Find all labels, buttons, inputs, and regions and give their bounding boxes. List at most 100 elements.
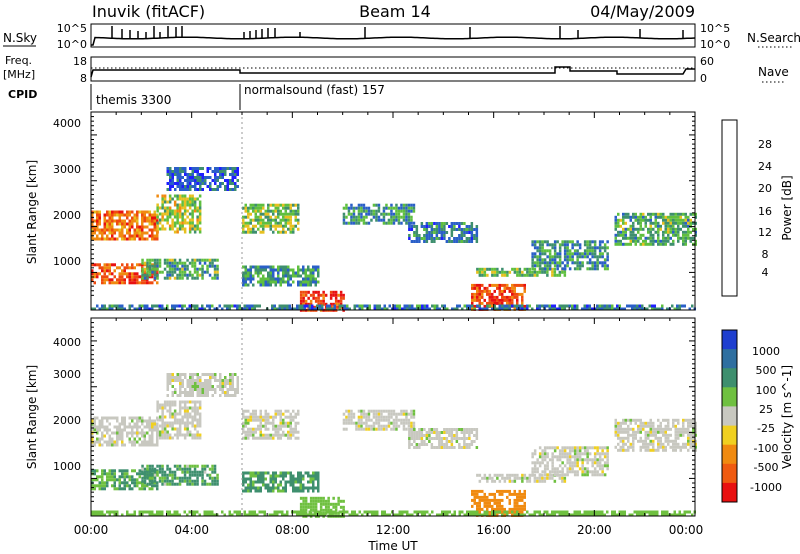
- vel-cell-13: [672, 448, 675, 452]
- vel-cell-6: [242, 489, 245, 493]
- vel-cell-1: [128, 478, 131, 482]
- power-cell-3: [179, 179, 182, 182]
- power-cell-10: [493, 289, 496, 293]
- power-cbar-label: Power [dB]: [780, 175, 794, 240]
- power-cell-1: [98, 263, 101, 267]
- power-colorbar-frame: [721, 119, 738, 297]
- power-cell-10: [488, 283, 491, 287]
- power-cell-5: [242, 218, 245, 222]
- power-cell-9: [440, 228, 444, 231]
- vel-cell-12: [553, 449, 557, 453]
- power-cell-14: [343, 307, 346, 311]
- power-cell-8: [352, 221, 356, 225]
- vel-cell-12: [546, 446, 549, 450]
- power-cell-13: [622, 236, 625, 240]
- vel-cell-4: [171, 479, 174, 483]
- power-cell-5: [292, 203, 295, 207]
- power-cell-6: [294, 274, 297, 278]
- vel-cell-4: [141, 479, 144, 483]
- vel-cell-7: [302, 496, 305, 500]
- power-cell-13: [687, 233, 690, 237]
- power-cell-10: [486, 301, 489, 305]
- vel-cell-10: [511, 492, 514, 496]
- vel-cell-12: [566, 455, 569, 459]
- power-cell-0: [101, 228, 104, 232]
- power-cell-5: [249, 218, 252, 222]
- vel-cell-10: [486, 498, 489, 502]
- power-cell-14: [551, 304, 554, 308]
- power-cell-5: [254, 209, 257, 213]
- power-cell-5: [284, 212, 287, 216]
- power-cell-8: [407, 215, 411, 219]
- power-cell-0: [153, 228, 156, 232]
- vel-cell-2: [166, 430, 169, 434]
- vel-cell-6: [292, 483, 295, 487]
- power-cell-6: [304, 271, 307, 275]
- power-cell-9: [460, 237, 464, 240]
- vel-cell-2: [168, 406, 172, 410]
- vel-cell-2: [176, 433, 179, 437]
- vel-cell-13: [622, 448, 625, 452]
- vel-cell-0: [103, 416, 106, 420]
- power-cell-8: [362, 203, 366, 207]
- power-cell-14: [338, 304, 341, 308]
- power-cell-14: [456, 307, 459, 311]
- vel-cell-8: [385, 427, 388, 431]
- vel-cell-9: [465, 428, 469, 431]
- vel-cell-7: [332, 502, 335, 506]
- vel-cell-8: [357, 418, 361, 422]
- power-cell-5: [247, 215, 250, 219]
- vel-cell-2: [163, 421, 167, 425]
- vel-cell-11: [486, 479, 489, 483]
- power-cell-2: [198, 194, 202, 198]
- power-cell-6: [244, 268, 247, 272]
- vel-cell-13: [627, 424, 630, 428]
- vel-cell-2: [178, 406, 182, 410]
- power-cell-5: [247, 209, 250, 213]
- power-cell-3: [219, 173, 222, 176]
- vel-cell-0: [128, 416, 131, 420]
- power-cell-12: [558, 252, 562, 256]
- power-cell-5: [272, 203, 275, 207]
- power-cell-12: [573, 261, 577, 265]
- vel-cell-5: [284, 415, 287, 419]
- vel-cell-5: [292, 418, 295, 422]
- power-cell-14: [116, 304, 119, 308]
- power-cell-12: [546, 264, 549, 268]
- power-cell-10: [498, 301, 501, 305]
- vel-cell-12: [583, 458, 587, 462]
- power-cell-14: [201, 307, 204, 311]
- power-cell-13: [687, 236, 690, 240]
- vel-cell-3: [166, 385, 169, 388]
- power-cell-7: [332, 293, 335, 297]
- vel-cell-1: [93, 472, 96, 476]
- power-cell-1: [91, 263, 94, 267]
- power-cell-3: [199, 176, 202, 179]
- vel-cell-8: [367, 412, 371, 416]
- power-cell-5: [269, 215, 272, 219]
- vel-cell-13: [652, 445, 655, 449]
- power-cell-6: [262, 274, 265, 278]
- vel-cell-1: [121, 469, 124, 473]
- power-cell-2: [176, 227, 179, 231]
- vel-cell-13: [622, 421, 625, 425]
- vel-cell-6: [317, 471, 320, 475]
- power-cell-3: [194, 167, 197, 170]
- vel-cell-12: [586, 461, 589, 465]
- power-cell-3: [189, 179, 192, 182]
- vel-cell-0: [101, 422, 104, 426]
- power-cell-9: [475, 240, 479, 243]
- power-cell-13: [679, 236, 682, 240]
- vel-cell-9: [423, 428, 426, 431]
- vel-cell-0: [121, 428, 124, 432]
- power-cell-14: [536, 307, 539, 311]
- vel-cell-0: [153, 425, 156, 429]
- vel-cell-6: [284, 480, 287, 484]
- vel-cell-3: [189, 391, 192, 394]
- power-cell-0: [93, 237, 96, 241]
- vel-cell-3: [181, 373, 184, 376]
- vel-cell-12: [593, 452, 597, 456]
- vel-cell-10: [496, 513, 499, 517]
- vel-cell-9: [468, 437, 471, 440]
- vel-cell-3: [204, 391, 207, 394]
